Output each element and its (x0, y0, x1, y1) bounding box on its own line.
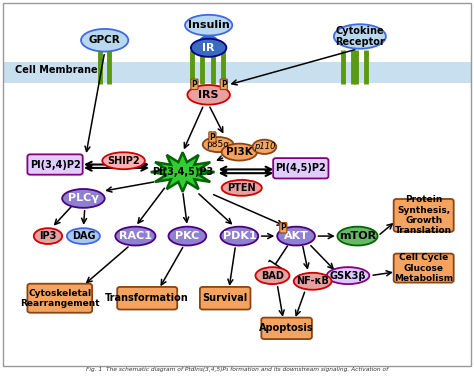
Text: GPCR: GPCR (89, 35, 120, 45)
Text: Survival: Survival (202, 293, 248, 303)
Text: Fig. 1  The schematic diagram of PtdIns(3,4,5)P₃ formation and its downstream si: Fig. 1 The schematic diagram of PtdIns(3… (86, 367, 388, 372)
Ellipse shape (185, 15, 232, 36)
Text: Transformation: Transformation (105, 293, 189, 303)
Text: AKT: AKT (283, 231, 309, 241)
Ellipse shape (102, 152, 145, 169)
Text: PI3K: PI3K (226, 147, 253, 157)
Text: Protein
Synthesis,
Growth
Translation: Protein Synthesis, Growth Translation (395, 195, 452, 235)
Ellipse shape (115, 227, 155, 245)
FancyBboxPatch shape (394, 254, 454, 283)
Text: SHIP2: SHIP2 (107, 156, 140, 166)
Text: Cytoskeletal
Rearrangement: Cytoskeletal Rearrangement (20, 288, 100, 308)
FancyBboxPatch shape (117, 287, 177, 310)
Ellipse shape (327, 267, 369, 284)
Text: PTEN: PTEN (228, 183, 256, 193)
Text: P: P (221, 80, 227, 89)
Ellipse shape (203, 137, 234, 152)
Text: mTOR: mTOR (339, 231, 376, 241)
FancyBboxPatch shape (273, 158, 328, 178)
Text: Cytokine
Receptor: Cytokine Receptor (335, 26, 385, 47)
Text: RAC1: RAC1 (119, 231, 152, 241)
Text: IR: IR (202, 43, 215, 53)
Text: DAG: DAG (72, 231, 95, 241)
Text: IRS: IRS (199, 90, 219, 100)
Ellipse shape (62, 189, 105, 208)
Ellipse shape (277, 227, 315, 245)
Text: PI(4,5)P2: PI(4,5)P2 (275, 163, 326, 173)
Text: PI(3,4,5)P3: PI(3,4,5)P3 (152, 167, 213, 177)
Ellipse shape (255, 267, 290, 284)
Text: IP3: IP3 (39, 231, 57, 241)
Ellipse shape (294, 273, 331, 290)
FancyBboxPatch shape (394, 199, 454, 232)
Ellipse shape (337, 227, 378, 245)
Ellipse shape (222, 180, 262, 196)
Text: PDK1: PDK1 (223, 231, 256, 241)
FancyBboxPatch shape (200, 287, 250, 310)
Text: P: P (281, 223, 286, 232)
Text: p110: p110 (254, 143, 275, 151)
Ellipse shape (334, 24, 386, 49)
Ellipse shape (222, 144, 257, 161)
Polygon shape (151, 152, 215, 192)
Text: Cell Membrane: Cell Membrane (15, 65, 98, 75)
Ellipse shape (187, 85, 230, 105)
Ellipse shape (168, 227, 206, 245)
FancyBboxPatch shape (3, 62, 471, 83)
Text: PLCγ: PLCγ (68, 194, 99, 203)
Text: Apoptosis: Apoptosis (259, 323, 314, 333)
Text: Insulin: Insulin (188, 20, 229, 30)
Ellipse shape (81, 29, 128, 51)
FancyBboxPatch shape (261, 318, 312, 339)
Text: GSK3β: GSK3β (330, 271, 366, 280)
Text: PKC: PKC (175, 231, 200, 241)
FancyBboxPatch shape (27, 284, 92, 313)
Ellipse shape (67, 228, 100, 244)
Ellipse shape (253, 139, 276, 154)
Ellipse shape (34, 228, 62, 244)
Text: Cell Cycle
Glucose
Metabolism: Cell Cycle Glucose Metabolism (394, 253, 453, 283)
Ellipse shape (220, 227, 258, 245)
Text: P: P (210, 133, 215, 141)
Text: BAD: BAD (261, 271, 284, 280)
Ellipse shape (191, 39, 227, 57)
Text: p85α: p85α (207, 140, 230, 149)
Text: NF-κB: NF-κB (296, 276, 329, 286)
Text: PI(3,4)P2: PI(3,4)P2 (30, 160, 81, 169)
FancyBboxPatch shape (27, 154, 82, 175)
Text: P: P (191, 80, 197, 89)
